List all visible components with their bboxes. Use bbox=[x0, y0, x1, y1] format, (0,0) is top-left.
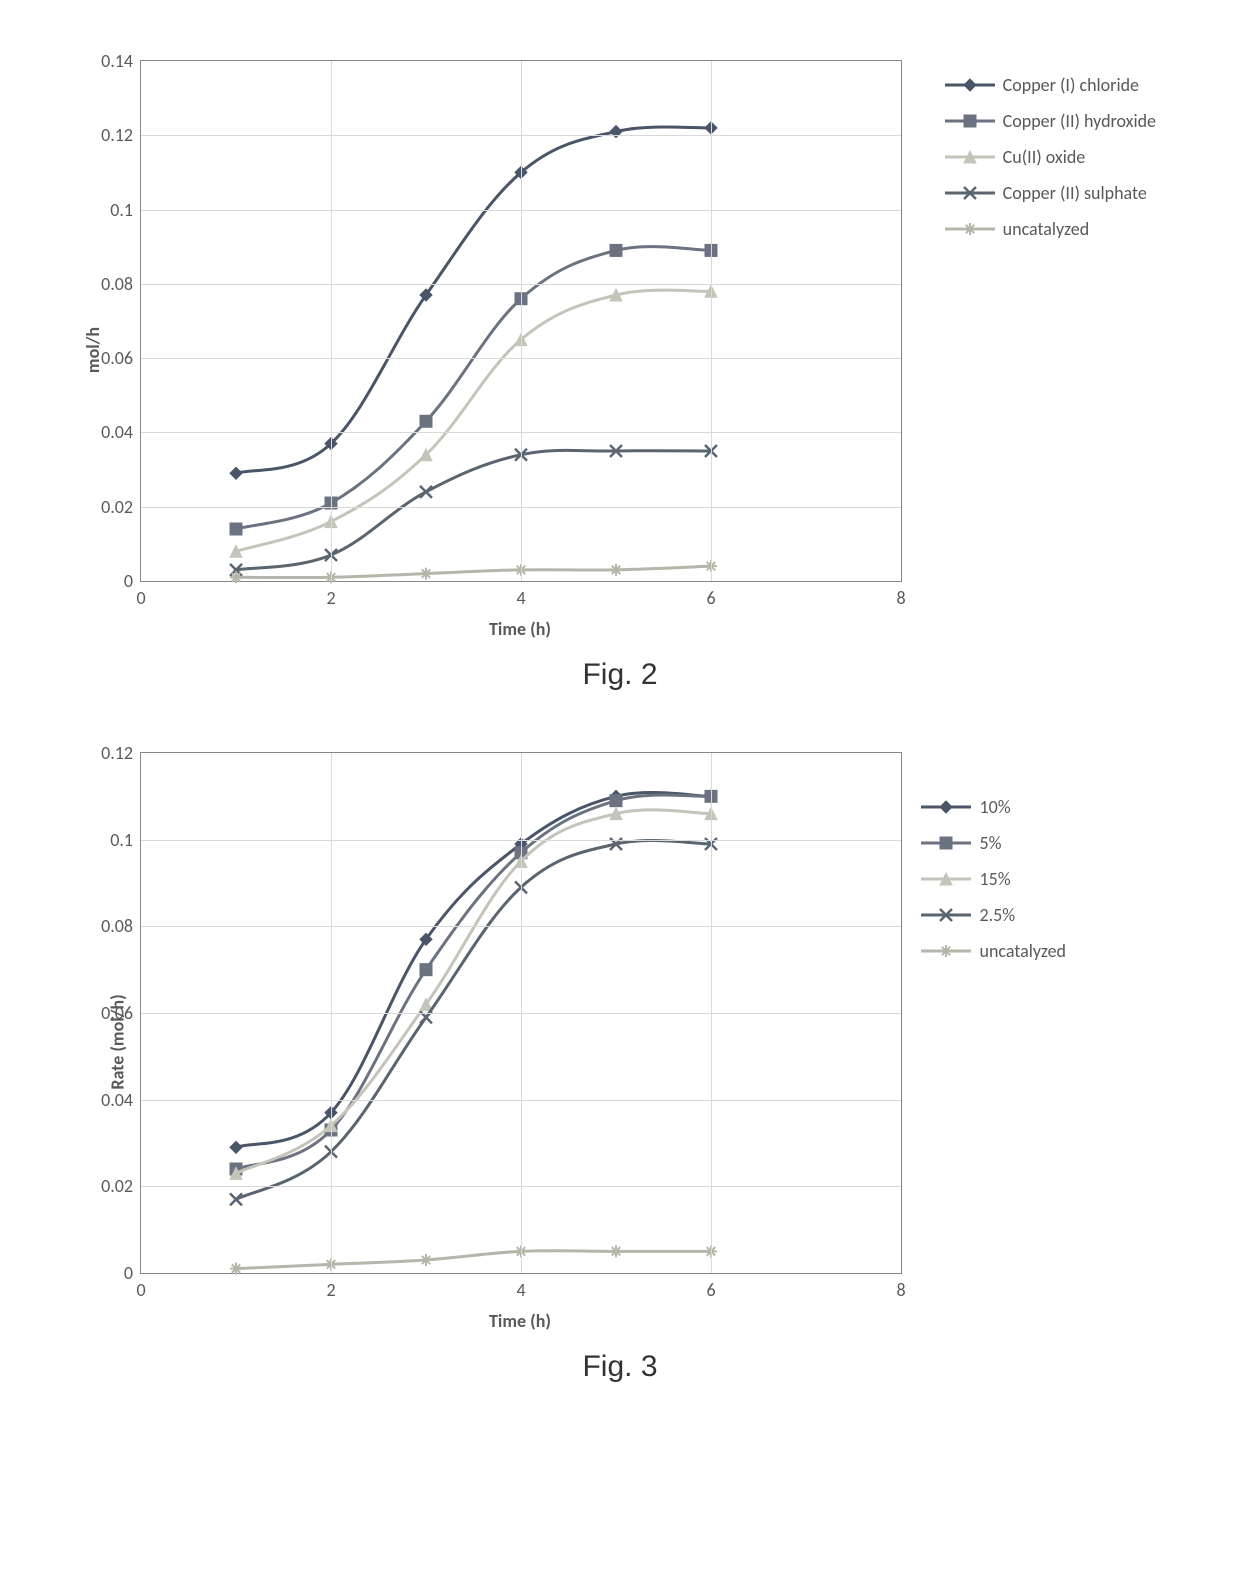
legend-fig2: Copper (I) chloride Copper (II) hydroxid… bbox=[945, 71, 1156, 251]
legend-label: uncatalyzed bbox=[979, 940, 1066, 962]
figure-caption: Fig. 2 bbox=[40, 658, 1200, 692]
x-tick-label: 8 bbox=[896, 581, 905, 609]
legend-label: uncatalyzed bbox=[1003, 218, 1090, 240]
x-tick-label: 8 bbox=[896, 1273, 905, 1301]
x-tick-label: 2 bbox=[326, 581, 335, 609]
legend-label: 5% bbox=[979, 832, 1001, 854]
chart-area-fig3: Rate (mol/h) 10% 5% 15% 2.5% uncatalyzed… bbox=[140, 752, 1200, 1332]
legend-swatch bbox=[921, 869, 971, 889]
x-tick-label: 0 bbox=[136, 1273, 145, 1301]
legend-item: Copper (II) sulphate bbox=[945, 179, 1156, 207]
legend-item: uncatalyzed bbox=[945, 215, 1156, 243]
y-tick-label: 0.02 bbox=[101, 496, 141, 518]
legend-item: Cu(II) oxide bbox=[945, 143, 1156, 171]
y-tick-label: 0.1 bbox=[110, 199, 141, 221]
legend-label: 2.5% bbox=[979, 904, 1015, 926]
series-line bbox=[236, 450, 711, 570]
y-tick-label: 0.08 bbox=[101, 273, 141, 295]
legend-swatch bbox=[921, 905, 971, 925]
legend-label: 10% bbox=[979, 796, 1010, 818]
plot-box-fig2: Copper (I) chloride Copper (II) hydroxid… bbox=[140, 60, 902, 582]
legend-swatch bbox=[921, 941, 971, 961]
y-tick-label: 0.02 bbox=[101, 1175, 141, 1197]
x-tick-label: 2 bbox=[326, 1273, 335, 1301]
legend-swatch bbox=[945, 219, 995, 239]
x-tick-label: 6 bbox=[706, 581, 715, 609]
legend-item: 15% bbox=[921, 865, 1066, 893]
series-line bbox=[236, 127, 711, 473]
legend-swatch bbox=[945, 75, 995, 95]
y-tick-label: 0.04 bbox=[101, 1089, 141, 1111]
legend-label: Copper (II) sulphate bbox=[1003, 182, 1147, 204]
legend-swatch bbox=[945, 147, 995, 167]
plot-box-fig3: 10% 5% 15% 2.5% uncatalyzed 00.020.040.0… bbox=[140, 752, 902, 1274]
gridline-v bbox=[711, 61, 712, 581]
y-tick-label: 0.06 bbox=[101, 1002, 141, 1024]
figure-2: mol/h Copper (I) chloride Copper (II) hy… bbox=[40, 60, 1200, 692]
y-tick-label: 0.06 bbox=[101, 347, 141, 369]
legend-label: Cu(II) oxide bbox=[1003, 146, 1086, 168]
chart-area-fig2: mol/h Copper (I) chloride Copper (II) hy… bbox=[140, 60, 1200, 640]
y-tick-label: 0.14 bbox=[101, 50, 141, 72]
legend-item: Copper (I) chloride bbox=[945, 71, 1156, 99]
x-tick-label: 4 bbox=[516, 1273, 525, 1301]
series-line bbox=[236, 841, 711, 1200]
y-tick-label: 0.1 bbox=[110, 829, 141, 851]
figure-3: Rate (mol/h) 10% 5% 15% 2.5% uncatalyzed… bbox=[40, 752, 1200, 1384]
legend-item: 5% bbox=[921, 829, 1066, 857]
x-tick-label: 4 bbox=[516, 581, 525, 609]
gridline-v bbox=[521, 753, 522, 1273]
x-axis-label: Time (h) bbox=[140, 1310, 900, 1332]
legend-swatch bbox=[945, 111, 995, 131]
legend-item: 2.5% bbox=[921, 901, 1066, 929]
gridline-v bbox=[331, 753, 332, 1273]
x-tick-label: 6 bbox=[706, 1273, 715, 1301]
x-axis-label: Time (h) bbox=[140, 618, 900, 640]
legend-label: 15% bbox=[979, 868, 1010, 890]
gridline-v bbox=[521, 61, 522, 581]
legend-fig3: 10% 5% 15% 2.5% uncatalyzed bbox=[921, 793, 1066, 973]
gridline-v bbox=[711, 753, 712, 1273]
series-line bbox=[236, 810, 711, 1173]
y-tick-label: 0.12 bbox=[101, 124, 141, 146]
legend-swatch bbox=[921, 797, 971, 817]
series-line bbox=[236, 566, 711, 577]
legend-item: 10% bbox=[921, 793, 1066, 821]
legend-item: uncatalyzed bbox=[921, 937, 1066, 965]
series-line bbox=[236, 247, 711, 529]
legend-item: Copper (II) hydroxide bbox=[945, 107, 1156, 135]
figure-caption: Fig. 3 bbox=[40, 1350, 1200, 1384]
legend-label: Copper (II) hydroxide bbox=[1003, 110, 1156, 132]
y-tick-label: 0.04 bbox=[101, 421, 141, 443]
gridline-v bbox=[331, 61, 332, 581]
legend-swatch bbox=[945, 183, 995, 203]
series-line bbox=[236, 1251, 711, 1269]
y-tick-label: 0.08 bbox=[101, 915, 141, 937]
legend-label: Copper (I) chloride bbox=[1003, 74, 1139, 96]
series-line bbox=[236, 795, 711, 1169]
legend-swatch bbox=[921, 833, 971, 853]
x-tick-label: 0 bbox=[136, 581, 145, 609]
series-line bbox=[236, 793, 711, 1148]
y-tick-label: 0.12 bbox=[101, 742, 141, 764]
